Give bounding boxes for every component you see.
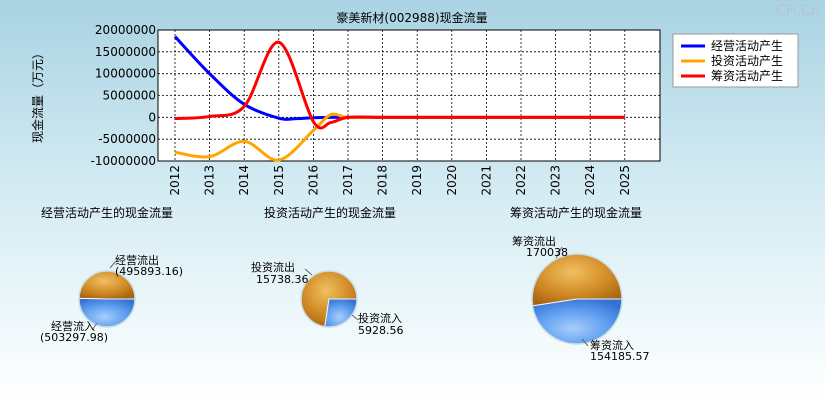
series-lines — [173, 35, 625, 162]
y-tick-label: -10000000 — [91, 154, 156, 168]
x-tick-label: 2020 — [445, 165, 459, 196]
pie-label-name: 投资流出 — [251, 260, 295, 274]
pie-slices-financing — [531, 253, 623, 345]
legend-label-investing: 投资活动产生 — [711, 53, 783, 68]
plot-area — [157, 29, 661, 162]
legend-label-financing: 筹资活动产生 — [711, 69, 783, 83]
y-axis-ticks: 20000000 15000000 10000000 5000000 0 -5000000… — [91, 23, 156, 168]
x-tick-label: 2025 — [618, 165, 632, 196]
x-tick-label: 2015 — [272, 165, 286, 196]
pie-label-value: 170038 — [526, 246, 568, 259]
pie-label-name: 投资流入 — [358, 311, 402, 325]
y-tick-label: -5000000 — [98, 132, 156, 146]
y-tick-label: 5000000 — [103, 89, 156, 103]
pie-slice — [531, 253, 623, 307]
x-tick-label: 2024 — [583, 165, 597, 196]
legend: 经营活动产生 投资活动产生 筹资活动产生 — [672, 33, 799, 88]
x-tick-label: 2019 — [410, 165, 424, 196]
x-tick-label: 2014 — [237, 165, 251, 196]
pie-label-value: 15738.36 — [256, 273, 309, 286]
pie-slices-operating — [78, 270, 136, 328]
pie-slice — [324, 298, 358, 328]
leader-line — [91, 322, 98, 331]
pie-slice — [531, 298, 623, 345]
pie-chart-financing: 筹资活动产生的现金流量 筹资流出 170038 筹资流入 154185.57 — [510, 205, 650, 363]
leader-line — [304, 268, 313, 276]
pie-label-value: (503297.98) — [40, 331, 108, 344]
leader-line — [555, 246, 563, 259]
y-tick-label: 15000000 — [95, 45, 156, 59]
x-tick-label: 2022 — [514, 165, 528, 196]
pie-outline — [531, 253, 623, 345]
x-axis-ticks: 2012 2013 2014 2015 2016 2017 2018 2019 2020 2021… — [168, 165, 632, 196]
x-tick-label: 2023 — [549, 165, 563, 196]
x-tick-label: 2021 — [479, 165, 493, 196]
grid-lines — [158, 29, 660, 162]
pie-title-financing: 筹资活动产生的现金流量 — [510, 205, 642, 220]
pie-label-value: 154185.57 — [590, 350, 650, 363]
pie-title-operating: 经营活动产生的现金流量 — [41, 205, 173, 220]
chart-title: 豪美新材(002988)现金流量 — [336, 10, 487, 25]
pie-slices-investing — [300, 270, 358, 328]
leader-line — [109, 261, 116, 269]
x-tick-label: 2013 — [203, 165, 217, 196]
watermark-text: CFi.Cn — [776, 3, 820, 19]
pie-label-name: 筹资流出 — [512, 234, 556, 248]
leader-line — [581, 338, 589, 347]
line-chart: 豪美新材(002988)现金流量 20000000 15000000 1000000… — [30, 10, 799, 196]
pie-label-value: 5928.56 — [358, 324, 404, 337]
y-tick-label: 10000000 — [95, 67, 156, 81]
pie-label-name: 筹资流入 — [590, 338, 634, 352]
y-tick-label: 0 — [148, 110, 156, 124]
pie-chart-investing: 投资活动产生的现金流量 投资流出 15738.36 投资流入 5928.56 — [251, 205, 404, 337]
x-tick-label: 2018 — [376, 165, 390, 196]
pie-label-value: (495893.16) — [115, 265, 183, 278]
pie-outline — [78, 270, 136, 328]
y-axis-label: 现金流量（万元） — [30, 47, 45, 143]
legend-label-operating: 经营活动产生 — [711, 39, 783, 53]
x-tick-label: 2016 — [306, 165, 320, 196]
pie-outline — [300, 270, 358, 328]
pie-chart-operating: 经营活动产生的现金流量 经营流出 (495893.16) 经营流入 (50329… — [40, 205, 183, 344]
series-line-2 — [174, 40, 625, 130]
x-tick-label: 2017 — [341, 165, 355, 196]
pie-label-name: 经营流入 — [51, 319, 95, 333]
leader-line — [351, 314, 359, 321]
pie-title-investing: 投资活动产生的现金流量 — [264, 205, 396, 220]
y-tick-label: 20000000 — [95, 23, 156, 37]
pie-label-name: 经营流出 — [115, 253, 159, 267]
x-tick-label: 2012 — [168, 165, 182, 196]
